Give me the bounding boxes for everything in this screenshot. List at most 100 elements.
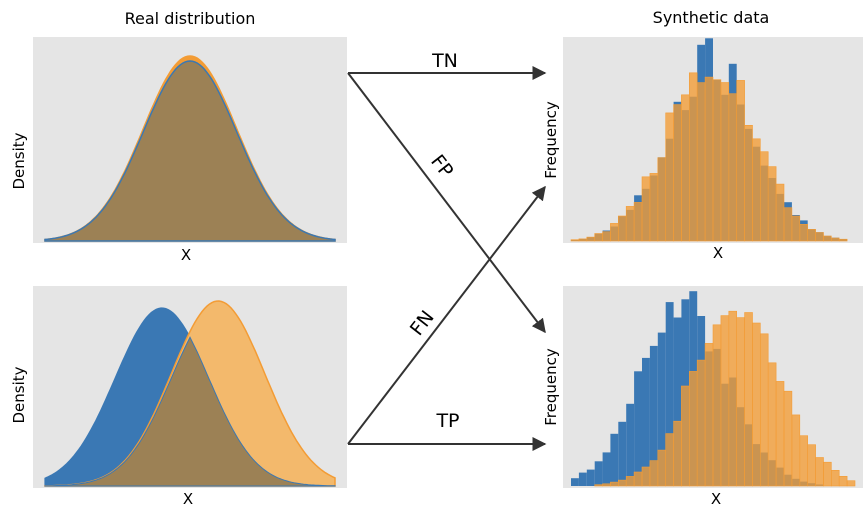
histogram-bar xyxy=(610,223,619,242)
synthetic-data-header: Synthetic data xyxy=(653,8,770,27)
arrows xyxy=(347,66,547,451)
histogram-bar xyxy=(704,76,714,242)
histogram-bar xyxy=(642,357,650,486)
histogram-bar xyxy=(649,345,658,486)
histogram-bar xyxy=(594,461,603,486)
synthetic-bottom-histogram xyxy=(571,291,856,487)
histogram-bar xyxy=(594,233,603,242)
histogram-bar xyxy=(704,343,714,487)
real-bottom-x-label: X xyxy=(183,490,193,508)
histogram-bar xyxy=(641,176,651,242)
histogram-bar xyxy=(759,333,769,487)
histogram-bar xyxy=(783,207,793,242)
histogram-bar xyxy=(570,239,580,242)
real-top-y-label: Density xyxy=(10,132,28,189)
histogram-bar xyxy=(649,173,659,242)
histogram-bar xyxy=(617,479,627,487)
real-top-x-label: X xyxy=(181,246,191,264)
histogram-bar xyxy=(823,235,832,242)
histogram-bar xyxy=(657,157,666,242)
fp-arrow xyxy=(347,72,546,334)
histogram-bar xyxy=(720,315,730,487)
histogram-bar xyxy=(625,206,635,242)
fn-arrow xyxy=(347,185,546,445)
histogram-bar xyxy=(767,166,777,242)
histogram-bar xyxy=(586,236,595,242)
histogram-bar xyxy=(752,322,761,487)
histogram-bar xyxy=(712,324,722,487)
histogram-bar xyxy=(799,224,808,242)
histogram-bar xyxy=(807,444,816,487)
histogram-bar xyxy=(712,79,722,242)
histogram-bar xyxy=(728,310,737,487)
histogram-bar xyxy=(641,466,651,487)
histogram-bar xyxy=(696,82,706,242)
synthetic-top-panel xyxy=(563,37,863,243)
histogram-bar xyxy=(775,183,785,242)
histogram-bar xyxy=(688,72,698,242)
histogram-bar xyxy=(681,94,690,242)
histogram-bar xyxy=(838,238,848,242)
histogram-bar xyxy=(571,478,579,486)
real-bottom-overlap-area xyxy=(44,336,336,487)
histogram-bar xyxy=(673,104,682,242)
histogram-bar xyxy=(783,390,793,487)
histogram-bar xyxy=(617,215,627,242)
histogram-bar xyxy=(830,469,840,487)
histogram-bar xyxy=(688,371,698,487)
real-bottom-y-label: Density xyxy=(10,366,28,423)
histogram-bar xyxy=(602,452,611,486)
histogram-bar xyxy=(815,232,824,242)
synthetic-bottom-y-label: Frequency xyxy=(542,348,560,426)
histogram-bar xyxy=(830,237,840,242)
histogram-bar xyxy=(807,229,816,242)
histogram-bar xyxy=(665,112,674,242)
fn-label: FN xyxy=(406,307,439,340)
histogram-bar xyxy=(752,138,761,242)
histogram-bar xyxy=(775,381,785,487)
histogram-bar xyxy=(618,421,627,486)
histogram-bar xyxy=(744,312,753,487)
histogram-bar xyxy=(696,359,706,487)
histogram-bar xyxy=(634,371,642,486)
real-top-panel xyxy=(33,37,347,243)
histogram-bar xyxy=(610,433,619,486)
histogram-bar xyxy=(578,472,587,486)
histogram-bar xyxy=(673,317,682,486)
synthetic-bottom-x-label: X xyxy=(711,490,721,508)
histogram-bar xyxy=(633,471,643,487)
histogram-bar xyxy=(791,414,801,487)
histogram-bar xyxy=(586,469,595,486)
histogram-bar xyxy=(657,332,666,486)
histogram-bar xyxy=(736,80,745,242)
histogram-bar xyxy=(728,93,737,242)
fp-label: FP xyxy=(426,151,457,182)
histogram-bar xyxy=(625,476,635,487)
tp-label: TP xyxy=(435,410,459,432)
histogram-bar xyxy=(799,435,808,487)
synthetic-top-x-label: X xyxy=(713,244,723,262)
histogram-bar xyxy=(649,460,659,487)
histogram-bar xyxy=(665,302,674,486)
histogram-bar xyxy=(673,420,682,487)
histogram-bar xyxy=(823,461,832,487)
histogram-bar xyxy=(610,481,619,487)
real-top-overlap-area xyxy=(45,61,335,241)
histogram-bar xyxy=(594,484,603,487)
histogram-bar xyxy=(846,480,856,487)
histogram-bar xyxy=(633,202,643,242)
histogram-bar xyxy=(602,231,611,242)
histogram-bar xyxy=(815,457,824,487)
histogram-bar xyxy=(767,362,777,487)
histogram-bar xyxy=(626,403,635,486)
real-distribution-header: Real distribution xyxy=(125,9,256,28)
histogram-bar xyxy=(681,385,690,487)
histogram-bar xyxy=(744,125,753,242)
histogram-bar xyxy=(578,238,588,242)
synthetic-top-histogram xyxy=(570,38,848,242)
histogram-bar xyxy=(657,449,666,487)
synthetic-top-y-label: Frequency xyxy=(542,101,560,179)
histogram-bar xyxy=(838,475,848,487)
tn-label: TN xyxy=(431,50,458,72)
